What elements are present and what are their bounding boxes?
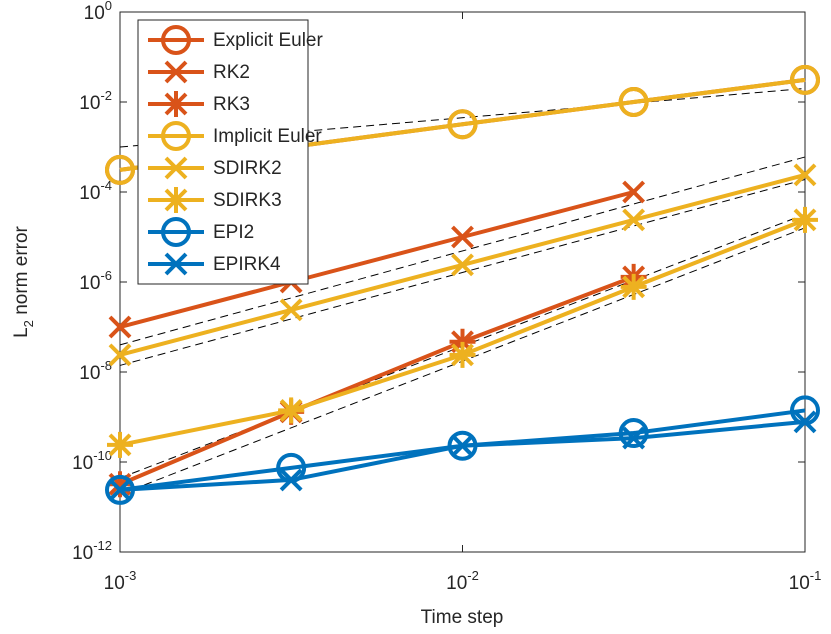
marker [451, 434, 474, 458]
marker [278, 397, 305, 424]
marker-circle [161, 25, 191, 55]
marker-circle [618, 418, 649, 449]
marker [161, 217, 191, 247]
reference-line [119, 156, 806, 346]
marker-stroke [164, 252, 188, 276]
reference-line [119, 178, 806, 366]
marker [620, 273, 647, 300]
legend-label: EPI2 [213, 222, 254, 243]
reference-line [119, 87, 806, 148]
series-line [119, 275, 635, 487]
x-tick-label: 10-2 [446, 568, 479, 594]
marker-stroke [793, 163, 817, 187]
marker-stroke [279, 468, 303, 492]
marker-stroke [451, 434, 474, 458]
x-tick-label: 10-1 [789, 568, 822, 594]
marker [279, 298, 303, 322]
series-line [119, 190, 635, 329]
y-axis-label: L2 norm error [11, 225, 36, 337]
x-tick-label: 10-3 [104, 568, 137, 594]
x-axis-label: Time step [421, 607, 504, 628]
marker-stroke [279, 298, 303, 322]
marker [622, 180, 646, 204]
y-tick-label: 10-12 [72, 538, 112, 564]
marker [447, 109, 478, 140]
marker-circle [618, 87, 649, 117]
marker [163, 91, 189, 117]
legend-label: RK2 [213, 62, 250, 83]
marker [790, 64, 820, 95]
marker-circle [161, 217, 191, 247]
legend-label: RK3 [213, 94, 250, 115]
marker [618, 87, 649, 117]
legend-box [137, 19, 309, 285]
marker-circle [790, 64, 820, 95]
marker [163, 187, 189, 213]
y-tick-label: 10-6 [79, 268, 112, 294]
marker-stroke [622, 426, 646, 450]
marker [161, 25, 191, 55]
marker-circle [161, 121, 191, 151]
marker-circle [447, 109, 478, 140]
marker [161, 121, 191, 151]
legend-label: SDIRK2 [213, 158, 282, 179]
legend-label: Explicit Euler [213, 30, 323, 51]
marker-stroke [622, 208, 646, 232]
y-tick-label: 100 [84, 0, 112, 24]
marker [164, 156, 188, 180]
marker [108, 315, 132, 339]
y-tick-label: 10-2 [79, 88, 112, 114]
marker [451, 253, 474, 277]
y-tick-label: 10-4 [79, 178, 112, 204]
marker [622, 426, 646, 450]
marker-stroke [108, 478, 132, 502]
marker [793, 163, 817, 187]
marker [164, 252, 188, 276]
marker [105, 154, 135, 185]
marker-stroke [451, 225, 474, 249]
legend-label: SDIRK3 [213, 190, 282, 211]
marker-stroke [164, 60, 188, 84]
marker [622, 208, 646, 232]
legend: Explicit Euler RK2 RK3 Implicit Euler SDIRK2… [137, 19, 323, 285]
marker [449, 341, 476, 368]
marker [793, 410, 817, 434]
marker [451, 225, 474, 249]
marker-circle [105, 154, 135, 185]
marker [792, 206, 818, 233]
marker [108, 478, 132, 502]
legend-label: EPIRK4 [213, 254, 281, 275]
y-tick-label: 10-8 [79, 358, 112, 384]
marker-stroke [164, 156, 188, 180]
marker [108, 343, 132, 367]
marker-stroke [451, 253, 474, 277]
legend-label: Implicit Euler [213, 126, 322, 147]
marker-stroke [108, 343, 132, 367]
marker-stroke [793, 410, 817, 434]
marker-stroke [108, 315, 132, 339]
marker [107, 431, 133, 458]
marker [279, 468, 303, 492]
marker [618, 418, 649, 449]
marker [164, 60, 188, 84]
marker-stroke [622, 180, 646, 204]
y-tick-label: 10-10 [72, 448, 112, 474]
